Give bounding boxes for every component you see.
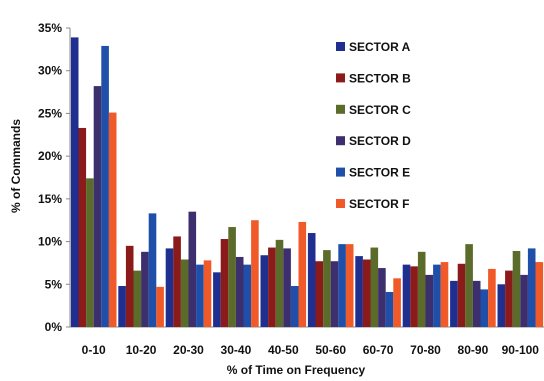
- bar-sector-e: [527, 248, 536, 327]
- bar-sector-a: [260, 255, 269, 327]
- y-tick-label: 10%: [38, 235, 62, 249]
- bar-sector-e: [243, 264, 252, 327]
- bar-sector-c: [133, 270, 142, 327]
- bar-sector-b: [268, 247, 276, 327]
- bar-sector-d: [93, 86, 102, 327]
- bar-sector-f: [535, 262, 544, 327]
- bar-sector-b: [125, 245, 134, 327]
- bar-sector-c: [228, 227, 236, 327]
- x-tick-label: 0-10: [82, 343, 106, 357]
- bar-sector-f: [108, 112, 117, 328]
- legend-swatch: [336, 136, 345, 146]
- bar-sector-c: [465, 244, 473, 327]
- bar-sector-e: [290, 285, 299, 327]
- bar-sector-f: [393, 278, 401, 327]
- legend-swatch: [336, 73, 345, 83]
- y-tick-label: 25%: [38, 106, 62, 120]
- x-tick-label: 80-90: [458, 343, 489, 357]
- bar-sector-d: [188, 211, 197, 327]
- bar-sector-a: [118, 285, 126, 327]
- bar-sector-c: [275, 239, 284, 327]
- bar-sector-f: [156, 286, 164, 327]
- bar-sector-f: [488, 268, 496, 327]
- bar-sector-c: [417, 251, 426, 327]
- bar-sector-a: [402, 264, 411, 327]
- bar-sector-f: [298, 221, 307, 327]
- y-tick-label: 30%: [38, 64, 62, 78]
- legend-label: SECTOR B: [349, 71, 411, 85]
- bar-sector-d: [520, 274, 528, 327]
- y-tick-label: 35%: [38, 21, 62, 35]
- bar-sector-a: [307, 233, 316, 327]
- bar-sector-e: [433, 264, 441, 327]
- legend-swatch: [336, 199, 345, 208]
- bar-sector-a: [165, 248, 174, 327]
- y-axis-title: % of Commands: [9, 119, 23, 213]
- bar-sector-c: [370, 247, 379, 327]
- bar-sector-c: [180, 259, 189, 327]
- legend-swatch: [336, 104, 345, 114]
- bar-sector-e: [480, 289, 489, 327]
- x-axis-title: % of Time on Frequency: [227, 363, 366, 377]
- bar-sector-b: [505, 270, 513, 327]
- bar-sector-b: [457, 263, 466, 327]
- bar-sector-d: [235, 256, 244, 327]
- bar-sector-d: [378, 268, 386, 327]
- x-tick-label: 50-60: [315, 343, 346, 357]
- y-tick-label: 0%: [45, 320, 63, 334]
- x-tick-label: 40-50: [268, 343, 299, 357]
- bar-sector-f: [440, 262, 449, 327]
- bar-sector-d: [283, 248, 291, 327]
- x-tick-label: 90-100: [502, 343, 540, 357]
- y-tick-label: 20%: [38, 149, 62, 163]
- legend-label: SECTOR E: [349, 166, 410, 180]
- bar-sector-a: [70, 37, 79, 327]
- bar-sector-b: [410, 266, 418, 327]
- x-tick-label: 20-30: [173, 343, 204, 357]
- x-tick-label: 10-20: [126, 343, 157, 357]
- bar-sector-e: [101, 45, 109, 327]
- bar-sector-c: [323, 250, 331, 327]
- bar-sector-b: [173, 236, 181, 327]
- bar-sector-b: [315, 261, 324, 327]
- bar-sector-c: [512, 250, 521, 327]
- bar-sector-d: [141, 251, 149, 327]
- y-tick-label: 15%: [38, 192, 62, 206]
- bar-sector-d: [472, 280, 481, 327]
- bar-sector-a: [497, 284, 506, 327]
- bar-sector-c: [86, 178, 94, 327]
- bar-sector-f: [203, 260, 212, 327]
- x-tick-label: 30-40: [221, 343, 252, 357]
- bar-sector-e: [338, 244, 346, 327]
- legend-label: SECTOR D: [349, 134, 411, 148]
- legend-label: SECTOR C: [349, 103, 411, 117]
- bar-sector-f: [345, 244, 354, 327]
- legend-label: SECTOR F: [349, 197, 409, 211]
- bar-sector-a: [355, 256, 363, 327]
- legend-label: SECTOR A: [349, 40, 411, 54]
- bar-sector-e: [196, 264, 204, 327]
- bar-sector-a: [450, 280, 458, 327]
- bar-sector-a: [213, 272, 221, 327]
- legend-swatch: [336, 167, 345, 177]
- x-tick-label: 60-70: [363, 343, 394, 357]
- bar-sector-d: [330, 261, 339, 327]
- bar-sector-d: [425, 274, 434, 327]
- bar-sector-b: [362, 259, 371, 327]
- y-tick-label: 5%: [45, 277, 63, 291]
- plot-area: 0% 5% 10% 15% 20% 25% 30% 35% 0-10 10-20 20-30 30-4…: [38, 21, 544, 357]
- bar-sector-b: [78, 127, 87, 327]
- legend-swatch: [336, 42, 345, 51]
- bar-sector-e: [385, 291, 394, 327]
- bar-sector-e: [148, 213, 157, 327]
- bar-sector-b: [220, 239, 229, 327]
- x-tick-label: 70-80: [410, 343, 441, 357]
- bar-sector-f: [251, 220, 259, 327]
- legend: SECTOR A SECTOR B SECTOR C SECTOR D SECTOR E…: [336, 40, 411, 211]
